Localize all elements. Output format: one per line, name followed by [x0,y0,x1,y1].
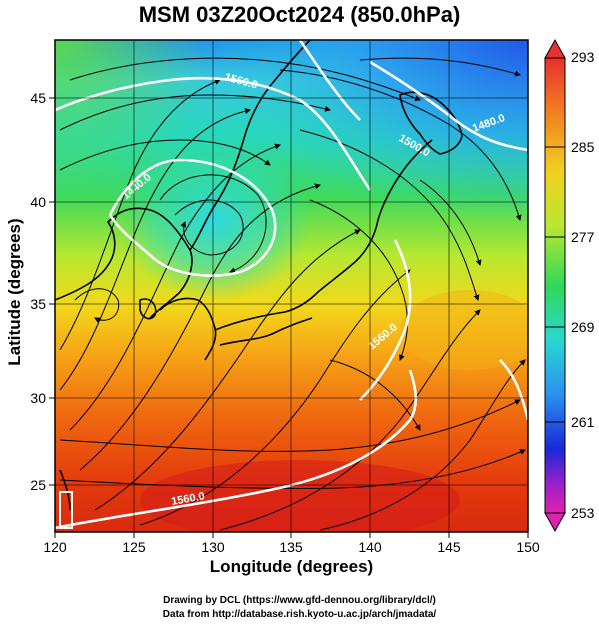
wind-streamlines [59,57,526,531]
colorbar-tick-label: 261 [571,414,595,430]
y-tick-label: 45 [30,90,46,106]
colorbar-tick-label: 277 [571,229,595,245]
colorbar-tick-label: 285 [571,139,595,155]
x-tick-label: 150 [516,539,540,555]
credit-data: Data from http://database.rish.kyoto-u.a… [162,609,437,620]
x-tick-label: 120 [43,539,67,555]
x-tick-label: 125 [122,539,146,555]
map-title: MSM 03Z20Oct2024 (850.0hPa) [138,2,461,27]
y-tick-label: 30 [30,390,46,406]
x-tick-label: 145 [437,539,461,555]
y-axis-label: Latitude (degrees) [5,218,24,366]
y-tick-label: 35 [30,296,46,312]
colorbar [544,38,566,533]
y-tick-label: 40 [30,194,46,210]
x-tick-label: 130 [201,539,225,555]
height-contours [55,40,528,530]
y-axis-ticks: 25 30 35 40 45 [30,90,55,493]
colorbar-tick-label: 293 [571,49,595,65]
y-tick-label: 25 [30,477,46,493]
temperature-field [55,40,528,532]
grid-lines [55,40,528,532]
credit-drawing: Drawing by DCL (https://www.gfd-dennou.o… [163,595,436,606]
x-axis-ticks: 120 125 130 135 140 145 150 [43,532,540,555]
colorbar-tick-label: 253 [571,505,595,521]
x-tick-label: 140 [358,539,382,555]
x-tick-label: 135 [279,539,303,555]
colorbar-tick-label: 269 [571,319,595,335]
x-axis-label: Longitude (degrees) [209,557,374,576]
colorbar-labels: 293 285 277 269 261 253 [571,49,595,521]
contour-label: 1560.0 [170,490,205,508]
